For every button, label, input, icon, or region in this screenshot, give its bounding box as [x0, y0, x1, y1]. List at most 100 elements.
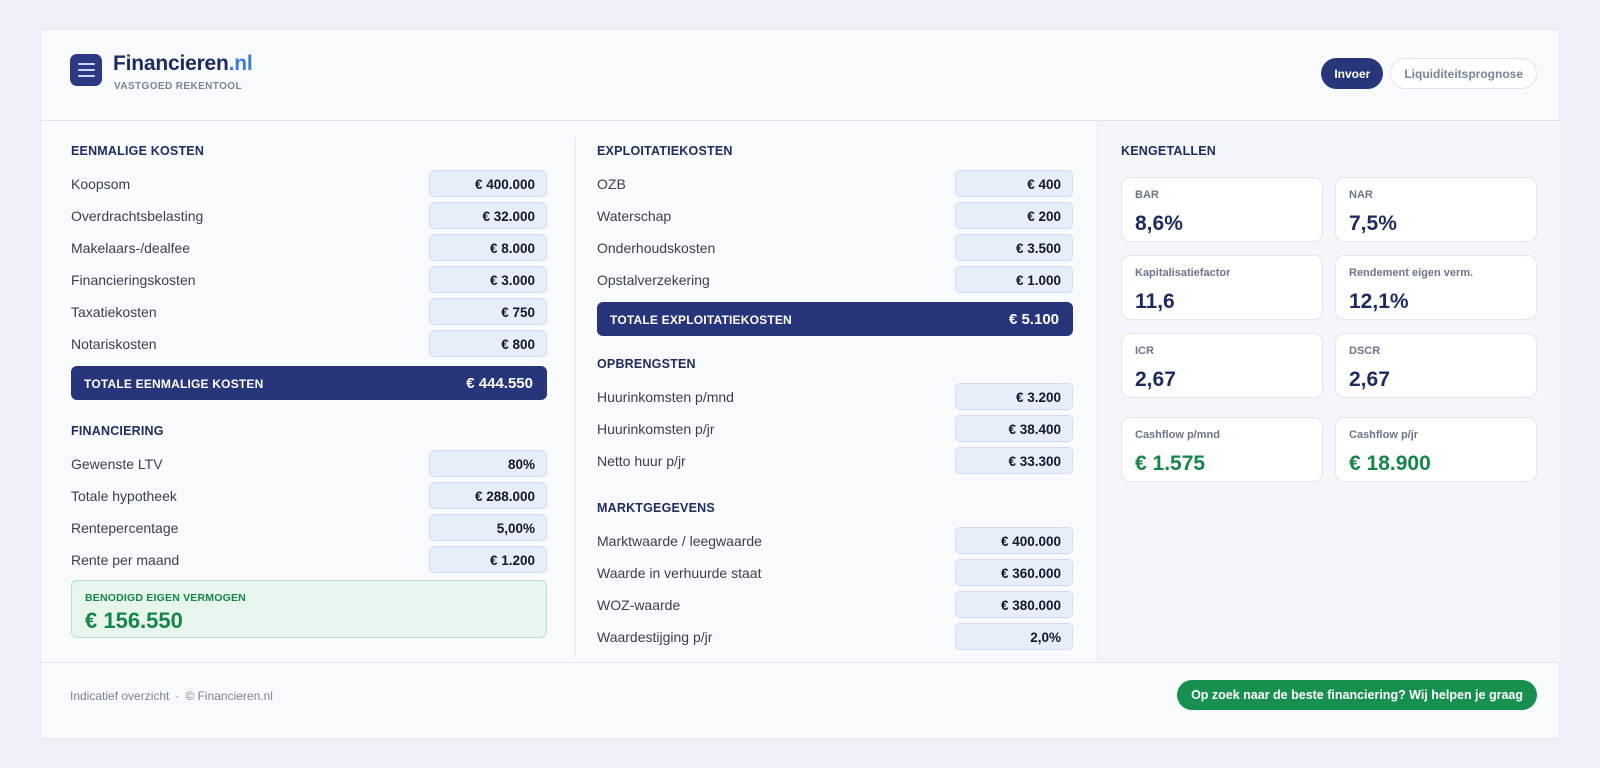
- app-card: Financieren.nl VASTGOED REKENTOOL Invoer…: [40, 29, 1561, 740]
- menu-icon[interactable]: [70, 54, 102, 86]
- equity-value: € 156.550: [85, 608, 183, 633]
- row-onderhoudskosten: Onderhoudskosten € 3.500: [597, 234, 1073, 261]
- row-taxatiekosten: Taxatiekosten € 750: [71, 298, 547, 325]
- brand-tagline: VASTGOED REKENTOOL: [114, 81, 242, 92]
- row-label: OZB: [597, 176, 626, 192]
- row-label: Huurinkomsten p/jr: [597, 421, 715, 437]
- rentepercentage-input[interactable]: 5,00%: [429, 514, 547, 541]
- kpi-card-nar: NAR 7,5%: [1335, 177, 1537, 242]
- total-exploitatiekosten: TOTALE EXPLOITATIEKOSTEN € 5.100: [597, 302, 1073, 336]
- row-woz: WOZ-waarde € 380.000: [597, 591, 1073, 618]
- notariskosten-input[interactable]: € 800: [429, 330, 547, 357]
- woz-input[interactable]: € 380.000: [955, 591, 1073, 618]
- row-label: Waardestijging p/jr: [597, 629, 713, 645]
- kpi-label: BAR: [1135, 189, 1159, 201]
- waterschap-input[interactable]: € 200: [955, 202, 1073, 229]
- taxatiekosten-input[interactable]: € 750: [429, 298, 547, 325]
- brand-name: Financieren.nl: [113, 52, 253, 76]
- verhuurde-staat-input[interactable]: € 360.000: [955, 559, 1073, 586]
- view-switch: Invoer Liquiditeitsprognose: [1321, 58, 1537, 89]
- onderhoudskosten-input[interactable]: € 3.500: [955, 234, 1073, 261]
- row-label: Overdrachtsbelasting: [71, 208, 204, 224]
- financing-cta-button[interactable]: Op zoek naar de beste financiering? Wij …: [1177, 680, 1537, 710]
- kpi-value: € 18.900: [1349, 452, 1431, 475]
- kpi-label: Kapitalisatiefactor: [1135, 267, 1231, 279]
- row-huur-maand: Huurinkomsten p/mnd € 3.200: [597, 383, 1073, 410]
- kpi-card-icr: ICR 2,67: [1121, 333, 1323, 398]
- equity-summary: BENODIGD EIGEN VERMOGEN € 156.550: [71, 580, 547, 638]
- section-title-kengetallen: KENGETALLEN: [1121, 144, 1217, 158]
- row-label: Notariskosten: [71, 336, 157, 352]
- huur-maand-input[interactable]: € 3.200: [955, 383, 1073, 410]
- row-hypotheek: Totale hypotheek € 288.000: [71, 482, 547, 509]
- koopsom-input[interactable]: € 400.000: [429, 170, 547, 197]
- brand-name-main: Financieren: [113, 52, 229, 75]
- footer-disclaimer: Indicatief overzicht: [70, 689, 170, 703]
- kpi-card-cashflow-jaar: Cashflow p/jr € 18.900: [1335, 417, 1537, 482]
- rente-per-maand-input[interactable]: € 1.200: [429, 546, 547, 573]
- kpi-label: Cashflow p/jr: [1349, 429, 1419, 441]
- kengetallen-panel: KENGETALLEN BAR 8,6% NAR 7,5% Kapitalisa…: [1098, 121, 1561, 662]
- opstalverzekering-input[interactable]: € 1.000: [955, 266, 1073, 293]
- overdrachtsbelasting-input[interactable]: € 32.000: [429, 202, 547, 229]
- kpi-card-rendement: Rendement eigen verm. 12,1%: [1335, 255, 1537, 320]
- brand-name-tld: .nl: [228, 52, 253, 75]
- section-title-markt: MARKTGEGEVENS: [597, 501, 715, 515]
- row-label: Waterschap: [597, 208, 672, 224]
- total-label: TOTALE EENMALIGE KOSTEN: [84, 377, 264, 391]
- row-marktwaarde: Marktwaarde / leegwaarde € 400.000: [597, 527, 1073, 554]
- row-overdrachtsbelasting: Overdrachtsbelasting € 32.000: [71, 202, 547, 229]
- marktwaarde-input[interactable]: € 400.000: [955, 527, 1073, 554]
- row-koopsom: Koopsom € 400.000: [71, 170, 547, 197]
- kpi-label: NAR: [1349, 189, 1373, 201]
- row-netto-huur: Netto huur p/jr € 33.300: [597, 447, 1073, 474]
- footer-note: Indicatief overzicht · © Financieren.nl: [70, 689, 273, 703]
- total-label: TOTALE EXPLOITATIEKOSTEN: [610, 313, 792, 327]
- section-title-exploitatie: EXPLOITATIEKOSTEN: [597, 144, 733, 158]
- row-opstalverzekering: Opstalverzekering € 1.000: [597, 266, 1073, 293]
- row-notariskosten: Notariskosten € 800: [71, 330, 547, 357]
- row-label: Taxatiekosten: [71, 304, 157, 320]
- financieringskosten-input[interactable]: € 3.000: [429, 266, 547, 293]
- tab-liquiditeitsprognose[interactable]: Liquiditeitsprognose: [1390, 58, 1537, 89]
- row-financieringskosten: Financieringskosten € 3.000: [71, 266, 547, 293]
- column-divider: [1097, 121, 1098, 662]
- tab-invoer[interactable]: Invoer: [1321, 58, 1384, 89]
- kpi-value: 12,1%: [1349, 290, 1409, 313]
- makelaarsfee-input[interactable]: € 8.000: [429, 234, 547, 261]
- section-title-eenmalige: EENMALIGE KOSTEN: [71, 144, 205, 158]
- row-label: Financieringskosten: [71, 272, 196, 288]
- total-value: € 5.100: [1008, 311, 1059, 328]
- footer: Indicatief overzicht · © Financieren.nl Op…: [41, 662, 1559, 740]
- kpi-label: DSCR: [1349, 345, 1381, 357]
- row-waardestijging: Waardestijging p/jr 2,0%: [597, 623, 1073, 650]
- row-label: Marktwaarde / leegwaarde: [597, 533, 762, 549]
- waardestijging-input[interactable]: 2,0%: [955, 623, 1073, 650]
- hypotheek-input[interactable]: € 288.000: [429, 482, 547, 509]
- total-eenmalige-kosten: TOTALE EENMALIGE KOSTEN € 444.550: [71, 366, 547, 400]
- row-label: WOZ-waarde: [597, 597, 681, 613]
- row-label: Makelaars-/dealfee: [71, 240, 191, 256]
- total-value: € 444.550: [466, 375, 533, 392]
- kpi-value: 8,6%: [1135, 212, 1183, 235]
- row-ozb: OZB € 400: [597, 170, 1073, 197]
- column-divider: [575, 138, 576, 658]
- netto-huur-input[interactable]: € 33.300: [955, 447, 1073, 474]
- huur-jaar-input[interactable]: € 38.400: [955, 415, 1073, 442]
- equity-label: BENODIGD EIGEN VERMOGEN: [85, 592, 246, 604]
- section-title-financiering: FINANCIERING: [71, 424, 164, 438]
- kpi-value: 7,5%: [1349, 212, 1397, 235]
- kpi-value: 2,67: [1135, 368, 1176, 391]
- ozb-input[interactable]: € 400: [955, 170, 1073, 197]
- ltv-input[interactable]: 80%: [429, 450, 547, 477]
- kpi-value: 2,67: [1349, 368, 1390, 391]
- row-rentepercentage: Rentepercentage 5,00%: [71, 514, 547, 541]
- row-label: Onderhoudskosten: [597, 240, 716, 256]
- row-ltv: Gewenste LTV 80%: [71, 450, 547, 477]
- row-label: Netto huur p/jr: [597, 453, 686, 469]
- kpi-card-kapitalisatiefactor: Kapitalisatiefactor 11,6: [1121, 255, 1323, 320]
- row-rente-per-maand: Rente per maand € 1.200: [71, 546, 547, 573]
- kpi-value: € 1.575: [1135, 452, 1206, 475]
- row-verhuurde-staat: Waarde in verhuurde staat € 360.000: [597, 559, 1073, 586]
- row-label: Rente per maand: [71, 552, 180, 568]
